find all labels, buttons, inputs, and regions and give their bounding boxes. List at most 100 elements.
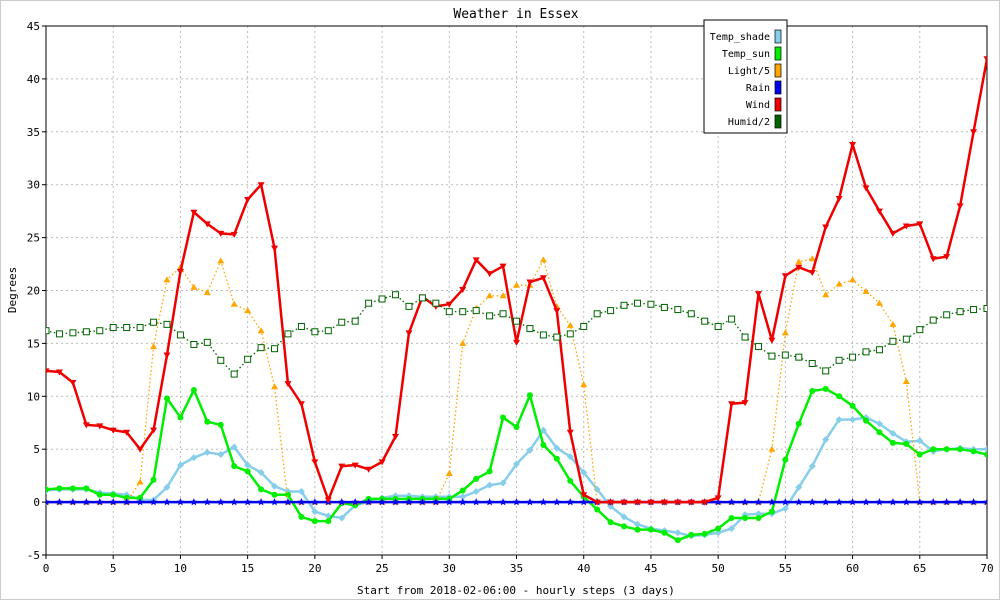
series-humid-2-point <box>890 338 896 344</box>
x-axis-label: Start from 2018-02-06:00 - hourly steps … <box>357 584 675 597</box>
legend-label: Temp_sun <box>722 49 770 60</box>
series-humid-2-point <box>648 301 654 307</box>
series-humid-2-point <box>971 307 977 313</box>
series-temp-sun-point <box>204 419 210 425</box>
chart-title: Weather in Essex <box>453 7 578 22</box>
series-temp-sun-point <box>191 387 197 393</box>
y-tick-label: 15 <box>27 337 40 350</box>
series-temp-sun-point <box>567 478 573 484</box>
series-temp-sun-point <box>325 518 331 524</box>
y-tick-label: 10 <box>27 390 40 403</box>
series-humid-2-point <box>83 329 89 335</box>
legend-swatch-series-humid-2 <box>775 115 781 128</box>
series-temp-sun-point <box>151 477 157 483</box>
series-temp-sun-point <box>809 388 815 394</box>
series-temp-sun-point <box>944 446 950 452</box>
series-humid-2-point <box>675 307 681 313</box>
series-temp-sun-point <box>782 457 788 463</box>
series-humid-2-point <box>836 357 842 363</box>
series-humid-2-point <box>567 331 573 337</box>
series-humid-2-point <box>272 346 278 352</box>
legend-swatch-series-temp-shade <box>775 30 781 43</box>
series-humid-2-point <box>863 349 869 355</box>
series-temp-sun-point <box>621 523 627 529</box>
series-humid-2-point <box>245 356 251 362</box>
series-humid-2-point <box>191 341 197 347</box>
series-temp-sun-point <box>688 532 694 538</box>
y-axis-label: Degrees <box>6 267 19 313</box>
series-temp-sun-point <box>675 537 681 543</box>
y-tick-label: 35 <box>27 126 40 139</box>
series-temp-sun-point <box>634 527 640 533</box>
series-temp-sun-point <box>272 492 278 498</box>
series-temp-sun-point <box>661 530 667 536</box>
series-humid-2-point <box>634 300 640 306</box>
x-tick-label: 60 <box>846 562 859 575</box>
x-tick-label: 5 <box>110 562 117 575</box>
legend-swatch-series-wind <box>775 98 781 111</box>
series-humid-2-point <box>460 309 466 315</box>
y-tick-label: -5 <box>27 549 40 562</box>
series-humid-2-point <box>621 302 627 308</box>
series-temp-sun-point <box>554 456 560 462</box>
series-temp-sun-point <box>473 476 479 482</box>
series-temp-sun-point <box>177 414 183 420</box>
series-temp-sun-point <box>957 446 963 452</box>
series-temp-sun-point <box>164 395 170 401</box>
series-humid-2-point <box>661 304 667 310</box>
x-tick-label: 15 <box>241 562 254 575</box>
series-temp-sun-point <box>890 440 896 446</box>
series-temp-sun-point <box>876 429 882 435</box>
series-temp-sun-point <box>796 421 802 427</box>
series-humid-2-point <box>554 334 560 340</box>
series-humid-2-point <box>500 311 506 317</box>
series-humid-2-point <box>110 325 116 331</box>
x-tick-label: 55 <box>779 562 792 575</box>
series-humid-2-point <box>124 325 130 331</box>
x-tick-label: 40 <box>577 562 590 575</box>
x-tick-label: 50 <box>712 562 725 575</box>
series-temp-sun-point <box>298 514 304 520</box>
series-temp-sun-point <box>930 446 936 452</box>
series-temp-sun-point <box>110 492 116 498</box>
series-humid-2-point <box>473 308 479 314</box>
series-humid-2-point <box>608 308 614 314</box>
y-tick-label: 25 <box>27 232 40 245</box>
y-tick-label: 20 <box>27 285 40 298</box>
legend-label: Light/5 <box>728 66 770 77</box>
series-humid-2-point <box>366 300 372 306</box>
series-temp-sun-point <box>823 386 829 392</box>
y-tick-label: 0 <box>33 496 40 509</box>
series-temp-sun-point <box>500 414 506 420</box>
series-humid-2-point <box>325 328 331 334</box>
series-humid-2-point <box>930 317 936 323</box>
series-humid-2-point <box>796 354 802 360</box>
series-humid-2-point <box>540 332 546 338</box>
series-humid-2-point <box>957 309 963 315</box>
series-humid-2-point <box>97 328 103 334</box>
legend-label: Wind <box>746 100 770 111</box>
series-humid-2-point <box>258 345 264 351</box>
series-temp-sun-point <box>903 441 909 447</box>
series-temp-sun-point <box>715 526 721 532</box>
series-temp-sun-point <box>527 392 533 398</box>
series-temp-sun-point <box>971 448 977 454</box>
series-temp-sun-point <box>218 422 224 428</box>
series-humid-2-point <box>177 332 183 338</box>
series-humid-2-point <box>339 319 345 325</box>
series-temp-sun-point <box>742 515 748 521</box>
series-temp-sun-point <box>540 442 546 448</box>
legend-label: Humid/2 <box>728 117 770 128</box>
series-humid-2-point <box>917 327 923 333</box>
series-temp-sun-point <box>755 515 761 521</box>
x-tick-label: 25 <box>375 562 388 575</box>
x-tick-label: 45 <box>644 562 657 575</box>
series-humid-2-point <box>419 295 425 301</box>
series-temp-sun-point <box>863 418 869 424</box>
series-humid-2-point <box>514 318 520 324</box>
legend-label: Rain <box>746 83 770 94</box>
series-humid-2-point <box>581 323 587 329</box>
